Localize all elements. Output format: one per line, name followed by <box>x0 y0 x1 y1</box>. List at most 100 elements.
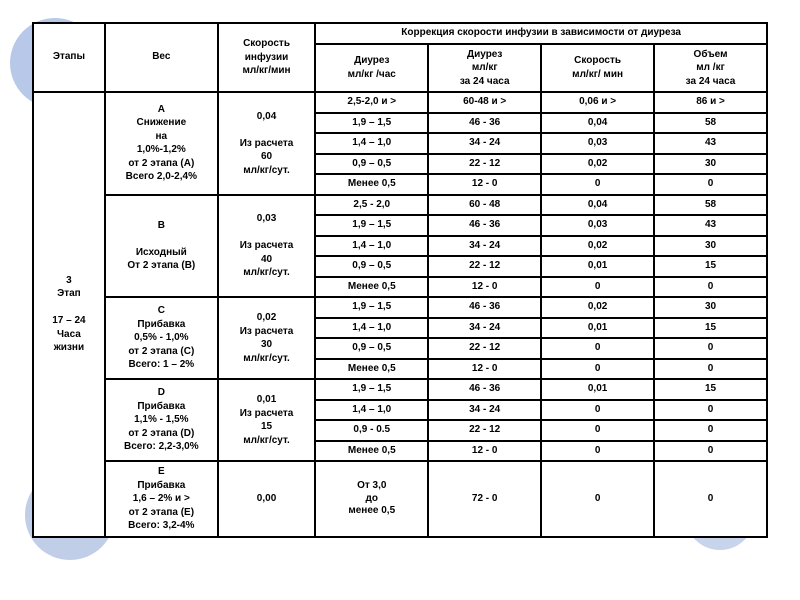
table-row: 3Этап17 – 24ЧасажизниAСнижениена1,0%-1,2… <box>33 92 767 113</box>
data-cell: 46 - 36 <box>428 113 541 134</box>
data-cell: 46 - 36 <box>428 297 541 318</box>
data-cell: 0 <box>541 359 654 380</box>
weight-cell: EПрибавка1,6 – 2% и >от 2 этапа (E)Всего… <box>105 461 218 537</box>
data-cell: 34 - 24 <box>428 318 541 339</box>
data-cell: 0 <box>541 277 654 298</box>
data-cell: 0,9 – 0,5 <box>315 256 428 277</box>
th-weight: Вес <box>105 23 218 92</box>
data-cell: 0 <box>654 441 767 462</box>
data-cell: 0 <box>541 400 654 421</box>
data-cell: 58 <box>654 195 767 216</box>
data-cell: 15 <box>654 379 767 400</box>
data-cell: 12 - 0 <box>428 277 541 298</box>
data-cell: 2,5 - 2,0 <box>315 195 428 216</box>
data-cell: 2,5-2,0 и > <box>315 92 428 113</box>
th-corr: Коррекция скорости инфузии в зависимости… <box>315 23 767 44</box>
th-sub1: Диурезмл/кг /час <box>315 44 428 93</box>
data-cell: 30 <box>654 297 767 318</box>
data-cell: 1,9 – 1,5 <box>315 113 428 134</box>
data-cell: 15 <box>654 318 767 339</box>
data-cell: 0 <box>541 420 654 441</box>
data-cell: 30 <box>654 236 767 257</box>
data-cell: 0 <box>654 400 767 421</box>
data-cell: 0,04 <box>541 195 654 216</box>
th-stages: Этапы <box>33 23 105 92</box>
data-cell: 0 <box>654 461 767 537</box>
data-cell: Менее 0,5 <box>315 174 428 195</box>
data-cell: 72 - 0 <box>428 461 541 537</box>
data-cell: 0,03 <box>541 133 654 154</box>
data-cell: 1,4 – 1,0 <box>315 236 428 257</box>
data-cell: 46 - 36 <box>428 215 541 236</box>
rate-cell: 0,01Из расчета15мл/кг/сут. <box>218 379 316 461</box>
data-cell: 0 <box>654 338 767 359</box>
weight-cell: DПрибавка1,1% - 1,5%от 2 этапа (D)Всего:… <box>105 379 218 461</box>
table-row: DПрибавка1,1% - 1,5%от 2 этапа (D)Всего:… <box>33 379 767 400</box>
data-cell: 86 и > <box>654 92 767 113</box>
weight-cell: AСнижениена1,0%-1,2%от 2 этапа (A)Всего … <box>105 92 218 195</box>
data-cell: 34 - 24 <box>428 400 541 421</box>
data-cell: 1,4 – 1,0 <box>315 133 428 154</box>
data-cell: 0,02 <box>541 154 654 175</box>
data-cell: 0 <box>654 277 767 298</box>
data-cell: 1,4 – 1,0 <box>315 400 428 421</box>
table-row: EПрибавка1,6 – 2% и >от 2 этапа (E)Всего… <box>33 461 767 537</box>
data-cell: 43 <box>654 133 767 154</box>
th-rate: Скоростьинфузиимл/кг/мин <box>218 23 316 92</box>
data-cell: 0,03 <box>541 215 654 236</box>
data-cell: 22 - 12 <box>428 256 541 277</box>
data-cell: 0,9 – 0,5 <box>315 338 428 359</box>
data-cell: 0,01 <box>541 379 654 400</box>
table-row: BИсходныйОт 2 этапа (B)0,03Из расчета40м… <box>33 195 767 216</box>
data-cell: 1,4 – 1,0 <box>315 318 428 339</box>
data-cell: 1,9 – 1,5 <box>315 297 428 318</box>
data-cell: 46 - 36 <box>428 379 541 400</box>
stage-cell: 3Этап17 – 24Часажизни <box>33 92 105 537</box>
data-cell: 12 - 0 <box>428 441 541 462</box>
data-cell: 0,9 - 0.5 <box>315 420 428 441</box>
data-cell: От 3,0доменее 0,5 <box>315 461 428 537</box>
data-cell: 0 <box>654 174 767 195</box>
th-sub2: Диурезмл/кгза 24 часа <box>428 44 541 93</box>
infusion-table: Этапы Вес Скоростьинфузиимл/кг/мин Корре… <box>32 22 768 538</box>
rate-cell: 0,04Из расчета60мл/кг/сут. <box>218 92 316 195</box>
data-cell: 0,01 <box>541 318 654 339</box>
data-cell: 0 <box>541 174 654 195</box>
data-cell: 15 <box>654 256 767 277</box>
data-cell: 30 <box>654 154 767 175</box>
rate-cell: 0,03Из расчета40мл/кг/сут. <box>218 195 316 298</box>
data-cell: 22 - 12 <box>428 420 541 441</box>
data-cell: 0,02 <box>541 297 654 318</box>
data-cell: 0,9 – 0,5 <box>315 154 428 175</box>
data-cell: Менее 0,5 <box>315 359 428 380</box>
th-sub3: Скоростьмл/кг/ мин <box>541 44 654 93</box>
rate-cell: 0,02Из расчета30мл/кг/сут. <box>218 297 316 379</box>
data-cell: Менее 0,5 <box>315 277 428 298</box>
data-cell: 1,9 – 1,5 <box>315 379 428 400</box>
data-cell: 0 <box>654 359 767 380</box>
data-cell: 0,04 <box>541 113 654 134</box>
data-cell: 22 - 12 <box>428 338 541 359</box>
data-cell: 0,02 <box>541 236 654 257</box>
data-cell: 1,9 – 1,5 <box>315 215 428 236</box>
th-sub4: Объеммл /кгза 24 часа <box>654 44 767 93</box>
data-cell: 0 <box>654 420 767 441</box>
table-row: CПрибавка0,5% - 1,0%от 2 этапа (C)Всего:… <box>33 297 767 318</box>
data-cell: 34 - 24 <box>428 236 541 257</box>
weight-cell: CПрибавка0,5% - 1,0%от 2 этапа (C)Всего:… <box>105 297 218 379</box>
data-cell: 0,06 и > <box>541 92 654 113</box>
data-cell: 60-48 и > <box>428 92 541 113</box>
data-cell: 58 <box>654 113 767 134</box>
data-cell: Менее 0,5 <box>315 441 428 462</box>
data-cell: 12 - 0 <box>428 174 541 195</box>
data-cell: 12 - 0 <box>428 359 541 380</box>
data-cell: 43 <box>654 215 767 236</box>
data-cell: 60 - 48 <box>428 195 541 216</box>
data-cell: 0 <box>541 461 654 537</box>
rate-cell: 0,00 <box>218 461 316 537</box>
data-cell: 0 <box>541 441 654 462</box>
weight-cell: BИсходныйОт 2 этапа (B) <box>105 195 218 298</box>
data-cell: 0 <box>541 338 654 359</box>
data-cell: 22 - 12 <box>428 154 541 175</box>
data-cell: 0,01 <box>541 256 654 277</box>
